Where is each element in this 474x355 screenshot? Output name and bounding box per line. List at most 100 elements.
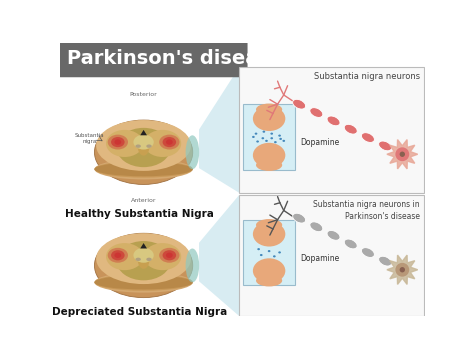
Ellipse shape [106,243,143,270]
Ellipse shape [400,267,405,272]
Ellipse shape [265,140,268,142]
Text: Anterior: Anterior [131,198,156,203]
Ellipse shape [146,258,152,261]
Ellipse shape [166,252,173,258]
Ellipse shape [94,162,193,176]
Ellipse shape [273,255,276,257]
Text: Parkinson's disease (PD): Parkinson's disease (PD) [66,49,337,68]
FancyBboxPatch shape [239,67,424,193]
Ellipse shape [278,251,281,253]
Polygon shape [387,255,418,284]
Ellipse shape [163,250,176,260]
Ellipse shape [327,230,340,240]
Ellipse shape [166,140,173,145]
Ellipse shape [108,248,128,263]
Ellipse shape [106,130,143,157]
Ellipse shape [292,99,306,109]
Ellipse shape [94,120,193,185]
Ellipse shape [283,140,285,142]
FancyBboxPatch shape [239,195,424,316]
Ellipse shape [94,233,193,297]
Ellipse shape [253,106,285,131]
Ellipse shape [111,137,125,147]
Text: Substantia nigra neurons: Substantia nigra neurons [314,72,420,81]
Ellipse shape [96,120,191,171]
FancyBboxPatch shape [58,40,247,77]
Ellipse shape [136,258,141,261]
Ellipse shape [362,248,374,257]
Ellipse shape [260,254,263,256]
Ellipse shape [257,248,260,250]
Text: Healthy Substantia Nigra: Healthy Substantia Nigra [65,208,214,219]
FancyBboxPatch shape [243,220,295,285]
Text: Substantia
nigra: Substantia nigra [75,133,104,144]
Ellipse shape [144,130,181,157]
Ellipse shape [361,133,374,142]
Text: Posterior: Posterior [130,92,157,98]
Ellipse shape [270,137,273,139]
Ellipse shape [163,137,176,147]
Ellipse shape [279,138,282,140]
Ellipse shape [134,135,154,149]
Ellipse shape [252,136,255,138]
Ellipse shape [146,144,152,148]
FancyBboxPatch shape [243,104,295,170]
Ellipse shape [186,248,199,282]
Ellipse shape [96,233,191,284]
Ellipse shape [108,135,128,149]
Text: Dopamine: Dopamine [301,138,340,147]
Ellipse shape [94,272,193,293]
Polygon shape [140,243,147,248]
Ellipse shape [310,108,323,118]
Ellipse shape [253,143,285,168]
Polygon shape [199,195,239,316]
Ellipse shape [256,275,282,286]
Ellipse shape [255,132,257,135]
Ellipse shape [268,250,271,252]
Ellipse shape [262,137,264,139]
Ellipse shape [94,161,193,178]
Ellipse shape [114,140,121,145]
Ellipse shape [400,152,405,157]
Ellipse shape [327,116,340,126]
Ellipse shape [256,159,282,171]
Polygon shape [387,140,418,169]
Ellipse shape [270,132,273,135]
Ellipse shape [253,258,285,283]
Ellipse shape [278,135,281,137]
Ellipse shape [114,252,121,258]
Ellipse shape [396,265,409,275]
Ellipse shape [117,241,171,280]
Ellipse shape [94,159,193,179]
Ellipse shape [253,222,285,246]
Ellipse shape [292,213,306,223]
Ellipse shape [274,141,277,143]
Ellipse shape [137,135,150,155]
Text: Substantia nigra neurons in
Parkinson's disease: Substantia nigra neurons in Parkinson's … [313,201,420,221]
Ellipse shape [111,250,125,260]
Text: Dopamine: Dopamine [301,254,340,263]
Ellipse shape [94,275,193,289]
Ellipse shape [310,222,323,232]
Ellipse shape [144,243,181,270]
Ellipse shape [159,248,180,263]
Ellipse shape [379,256,392,266]
Ellipse shape [136,144,141,148]
Ellipse shape [396,149,409,159]
Ellipse shape [344,239,357,249]
Polygon shape [199,67,239,193]
Polygon shape [140,130,147,135]
Ellipse shape [137,248,150,269]
Ellipse shape [344,124,357,134]
Ellipse shape [256,141,259,143]
Ellipse shape [159,135,180,149]
Ellipse shape [395,263,409,277]
Ellipse shape [263,131,265,133]
Ellipse shape [94,274,193,291]
Ellipse shape [395,147,409,161]
Ellipse shape [379,141,392,151]
Ellipse shape [256,104,282,115]
Ellipse shape [186,135,199,169]
Ellipse shape [117,128,171,167]
Text: Depreciated Substantia Nigra: Depreciated Substantia Nigra [52,307,228,317]
